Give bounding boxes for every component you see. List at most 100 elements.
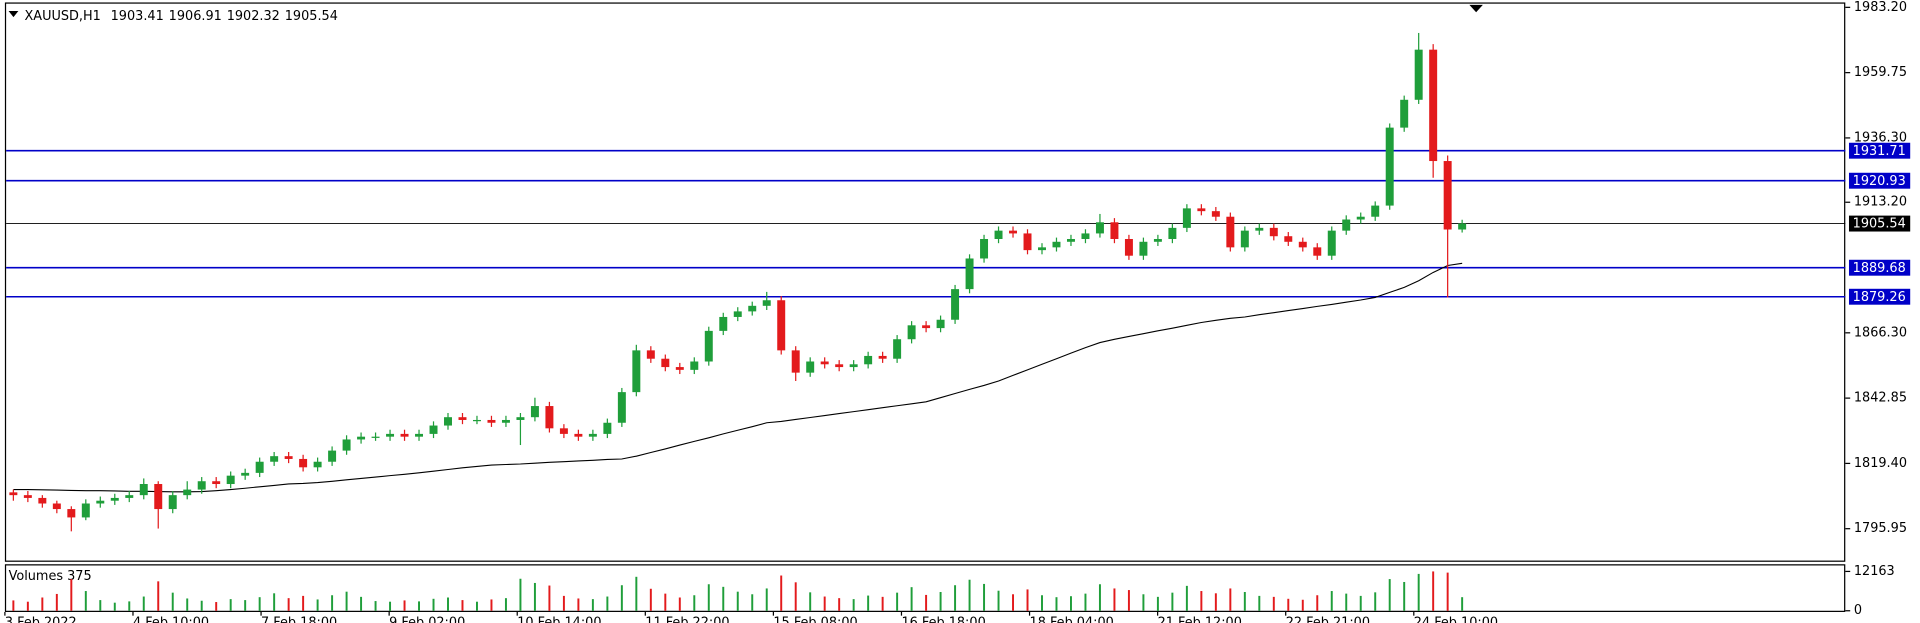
level-label-bg xyxy=(1848,172,1911,189)
candle-body xyxy=(1211,211,1220,217)
candle-body xyxy=(762,300,771,306)
candle-body xyxy=(1429,49,1438,162)
candle-body xyxy=(81,503,90,518)
candle-body xyxy=(241,472,250,476)
candle-body xyxy=(603,422,612,434)
level-label: 1931.71 xyxy=(1848,142,1911,159)
candle-body xyxy=(110,497,119,501)
x-tick-label: 21 Feb 12:00 xyxy=(1158,616,1242,623)
candle-body xyxy=(1298,241,1307,248)
level-label: 1879.26 xyxy=(1848,288,1911,305)
x-tick-label: 18 Feb 04:00 xyxy=(1030,616,1114,623)
candle-body xyxy=(168,495,177,510)
candle-body xyxy=(893,339,902,359)
candle-body xyxy=(1255,227,1264,231)
x-tick-label: 22 Feb 21:00 xyxy=(1286,616,1370,623)
candle-body xyxy=(922,325,931,329)
volume-pane xyxy=(4,564,1846,612)
candle-body xyxy=(516,417,525,420)
candle-body xyxy=(400,433,409,437)
candle-body xyxy=(284,456,293,459)
candle-body xyxy=(472,419,481,422)
candle-body xyxy=(1284,236,1293,242)
candle-body xyxy=(849,364,858,368)
symbol: XAUUSD,H1 xyxy=(24,8,100,23)
main-pane xyxy=(4,2,1846,562)
candle-body xyxy=(96,500,105,504)
moving-average xyxy=(13,262,1463,493)
candle-body xyxy=(125,495,134,498)
candle-body xyxy=(1327,230,1336,256)
candle-body xyxy=(1139,241,1148,256)
candle-body xyxy=(1197,208,1206,212)
candle-body xyxy=(1226,216,1235,248)
candle-body xyxy=(154,484,163,510)
candle-body xyxy=(1124,238,1133,256)
candle-body xyxy=(23,495,32,498)
candle-body xyxy=(1414,49,1423,100)
candle-body xyxy=(704,330,713,362)
candle-body xyxy=(994,230,1003,239)
candle-body xyxy=(733,311,742,317)
candle-body xyxy=(1313,247,1322,256)
candle-body xyxy=(38,497,47,504)
level-label: 1920.93 xyxy=(1848,172,1911,189)
ohlc-value: 1903.41 xyxy=(111,8,164,23)
candle-body xyxy=(1385,127,1394,206)
candle-body xyxy=(1052,241,1061,248)
candle-body xyxy=(1095,222,1104,234)
candle-body xyxy=(458,417,467,420)
y-tick-label: 1959.75 xyxy=(1854,65,1907,80)
candle-body xyxy=(1443,161,1452,230)
candle-body xyxy=(415,433,424,437)
candle-body xyxy=(226,475,235,485)
candle-body xyxy=(9,492,18,496)
candle-body xyxy=(1240,230,1249,248)
x-tick-label: 11 Feb 22:00 xyxy=(645,616,729,623)
y-tick-label: 1913.20 xyxy=(1854,195,1907,210)
x-tick-label: 10 Feb 14:00 xyxy=(517,616,601,623)
candle-body xyxy=(951,289,960,320)
candle-body xyxy=(1458,223,1467,230)
candle-body xyxy=(444,417,452,426)
candle-body xyxy=(777,300,786,351)
candle-body xyxy=(588,433,597,437)
ohlc-value: 1906.91 xyxy=(169,8,222,23)
volume-title: Volumes 375 xyxy=(9,569,92,584)
level-label-text: 1931.71 xyxy=(1853,144,1906,159)
ohlc-value: 1905.54 xyxy=(285,8,338,23)
candle-body xyxy=(878,355,887,359)
candle-body xyxy=(357,436,366,440)
candle-body xyxy=(965,258,974,290)
candle-body xyxy=(386,433,395,437)
candle-body xyxy=(1009,230,1018,234)
y-tick-label: 1866.30 xyxy=(1854,325,1907,340)
candle-body xyxy=(313,461,322,468)
candle-body xyxy=(719,316,728,331)
candle-body xyxy=(197,481,206,490)
candle-body xyxy=(1269,227,1278,237)
candle-body xyxy=(1038,247,1046,251)
candle-body xyxy=(212,481,221,485)
candle-body xyxy=(632,350,641,393)
level-label-text: 1889.68 xyxy=(1853,261,1906,276)
level-label-bg xyxy=(1848,215,1911,232)
candle-body xyxy=(270,456,279,462)
candle-body xyxy=(139,484,148,496)
candle-body xyxy=(183,489,192,496)
x-tick-label: 16 Feb 18:00 xyxy=(901,616,985,623)
x-tick-label: 24 Feb 10:00 xyxy=(1414,616,1498,623)
volume-tick-label: 0 xyxy=(1854,603,1862,618)
x-tick-label: 4 Feb 10:00 xyxy=(133,616,209,623)
menu-triangle[interactable] xyxy=(8,11,19,18)
candle-body xyxy=(690,361,699,370)
candle-body xyxy=(1371,205,1380,217)
level-label-bg xyxy=(1848,288,1911,305)
candle-body xyxy=(67,509,76,518)
candle-body xyxy=(1110,222,1119,239)
candle-body xyxy=(1023,233,1032,251)
candle-body xyxy=(487,419,496,423)
level-label: 1905.54 xyxy=(1848,215,1911,232)
candle-body xyxy=(1400,99,1409,128)
